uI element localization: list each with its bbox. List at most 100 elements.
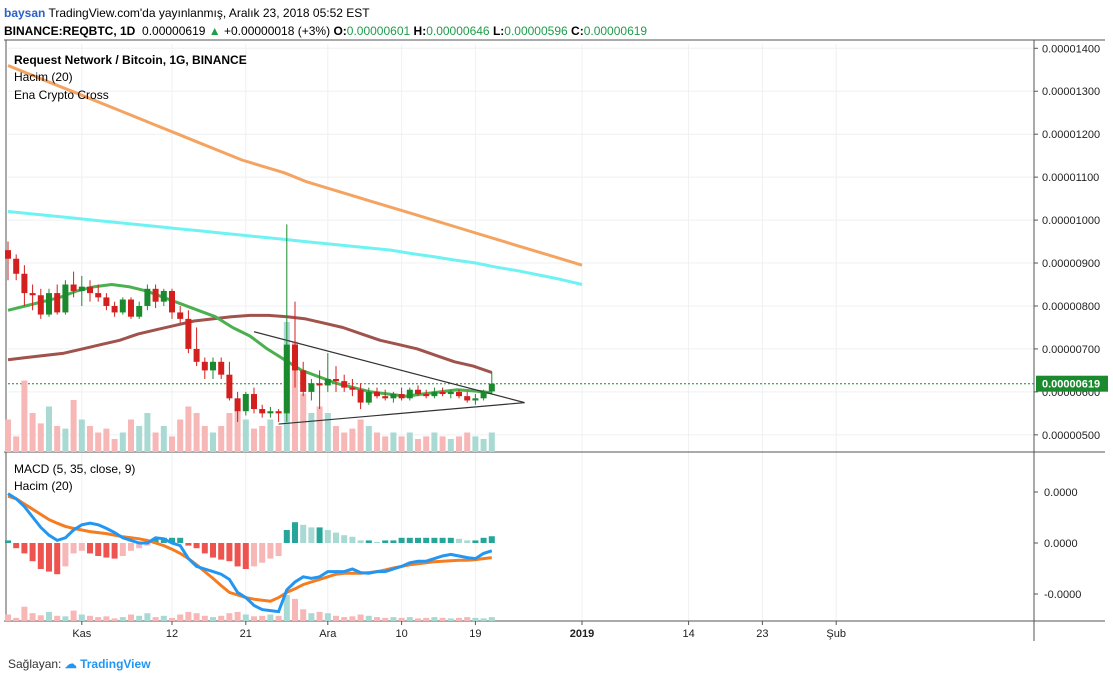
volume-bar — [46, 406, 52, 452]
macd-histogram-bar — [316, 527, 323, 543]
volume-bar — [242, 419, 249, 452]
time-tick-label: 19 — [469, 628, 481, 640]
candle-body — [78, 286, 85, 291]
macd-volume-bar — [21, 606, 28, 621]
macd-tick-label: 0.0000 — [1044, 487, 1078, 499]
candle-body — [5, 250, 11, 259]
candle-body — [210, 361, 216, 371]
volume-bar — [177, 419, 184, 452]
candle-body — [349, 387, 356, 390]
macd-histogram-bar — [308, 527, 315, 543]
macd-histogram-bar — [488, 536, 495, 543]
price-tick-label: 0.00001100 — [1042, 172, 1099, 184]
macd-volume-bar — [177, 614, 184, 621]
volume-bar — [439, 436, 446, 452]
macd-volume-bar — [193, 613, 200, 621]
macd-volume-bar — [234, 611, 241, 621]
publish-line: baysan TradingView.com'da yayınlanmış, A… — [4, 6, 370, 20]
candle-body — [316, 383, 323, 386]
macd-volume-bar — [300, 609, 307, 621]
volume-bar — [185, 406, 192, 452]
macd-volume-bar — [415, 618, 421, 621]
candle-body — [251, 394, 257, 410]
macd-volume-bar — [111, 618, 118, 621]
macd-volume-bar — [210, 617, 216, 621]
candle-body — [119, 299, 126, 313]
volume-bar — [201, 426, 208, 452]
candle-body — [185, 318, 192, 349]
tradingview-brand[interactable]: TradingView — [80, 657, 151, 671]
macd-volume-bar — [324, 613, 331, 621]
candle-body — [447, 391, 454, 395]
candle-body — [128, 299, 134, 317]
macd-volume-bar — [136, 615, 143, 621]
volume-bar — [406, 432, 413, 452]
macd-volume-bar — [128, 614, 134, 621]
macd-histogram-bar — [267, 543, 274, 559]
candle-body — [308, 383, 315, 392]
macd-histogram-bar — [324, 530, 331, 543]
volume-bar — [95, 432, 102, 452]
time-axis: Kas 12 21 Ara 10 19 2019 14 23 Şub — [72, 621, 846, 640]
candle-body — [234, 398, 241, 412]
volume-bar — [292, 341, 298, 452]
username-link[interactable]: baysan — [4, 6, 46, 20]
symbol-line: BINANCE:REQBTC, 1D 0.00000619 ▲ +0.00000… — [4, 24, 647, 38]
macd-histogram-bar — [357, 540, 364, 543]
macd-volume-bar — [169, 617, 175, 621]
close-value: 0.00000619 — [583, 24, 648, 38]
candle-body — [275, 411, 282, 414]
arrow-up-icon: ▲ — [208, 24, 221, 38]
ma-line — [7, 283, 492, 398]
volume-bar — [210, 432, 216, 452]
volume-bar — [234, 406, 241, 452]
tradingview-logo-icon[interactable]: ☁ — [64, 657, 77, 671]
volume-bar — [193, 413, 200, 452]
macd-volume-bar — [308, 613, 315, 621]
macd-volume-bar — [333, 615, 339, 621]
macd-volume-bar — [13, 617, 20, 621]
macd-signal-line — [7, 494, 492, 603]
macd-histogram-bar — [398, 537, 405, 543]
macd-volume-bar — [267, 614, 274, 621]
candles — [5, 224, 495, 422]
macd-histogram-bar — [472, 540, 479, 543]
volume-bar — [365, 426, 372, 452]
candle-body — [374, 391, 380, 397]
volume-bar — [480, 439, 487, 452]
time-tick-label: Şub — [826, 628, 846, 640]
volume-bar — [21, 380, 28, 452]
candle-body — [21, 273, 28, 294]
macd-volume-bar — [423, 617, 430, 621]
macd-histogram-bar — [193, 543, 200, 549]
macd-histogram-bar — [292, 522, 298, 543]
candle-body — [37, 295, 44, 315]
macd-histogram-bar — [300, 524, 307, 543]
macd-histogram-bar — [37, 543, 44, 569]
macd-volume-bar — [439, 617, 446, 621]
macd-histogram-bar — [128, 543, 134, 551]
price-tick-label: 0.00001200 — [1042, 129, 1100, 141]
macd-histogram-bar — [95, 543, 102, 556]
candle-body — [357, 389, 364, 403]
footer: Sağlayan: ☁ TradingView — [8, 657, 151, 671]
candle-body — [54, 293, 61, 313]
candle-body — [144, 288, 151, 306]
macd-volume-bar — [341, 617, 348, 621]
candle-body — [70, 284, 77, 291]
volume-bar — [37, 423, 44, 452]
volume-bar — [464, 432, 471, 452]
price-tick-label: 0.00001000 — [1042, 215, 1100, 227]
candle-body — [398, 394, 405, 399]
close-label: C: — [571, 24, 584, 38]
macd-volume-bar — [152, 617, 159, 621]
volume-bar — [136, 426, 143, 452]
candle-body — [111, 305, 118, 313]
candle-body — [324, 378, 331, 386]
price-tick-label: 0.00000700 — [1042, 344, 1100, 356]
macd-volume-bar — [160, 615, 167, 621]
macd-histogram-bar — [87, 543, 93, 554]
volume-bar — [111, 439, 118, 452]
macd-histogram-bar — [201, 543, 208, 554]
